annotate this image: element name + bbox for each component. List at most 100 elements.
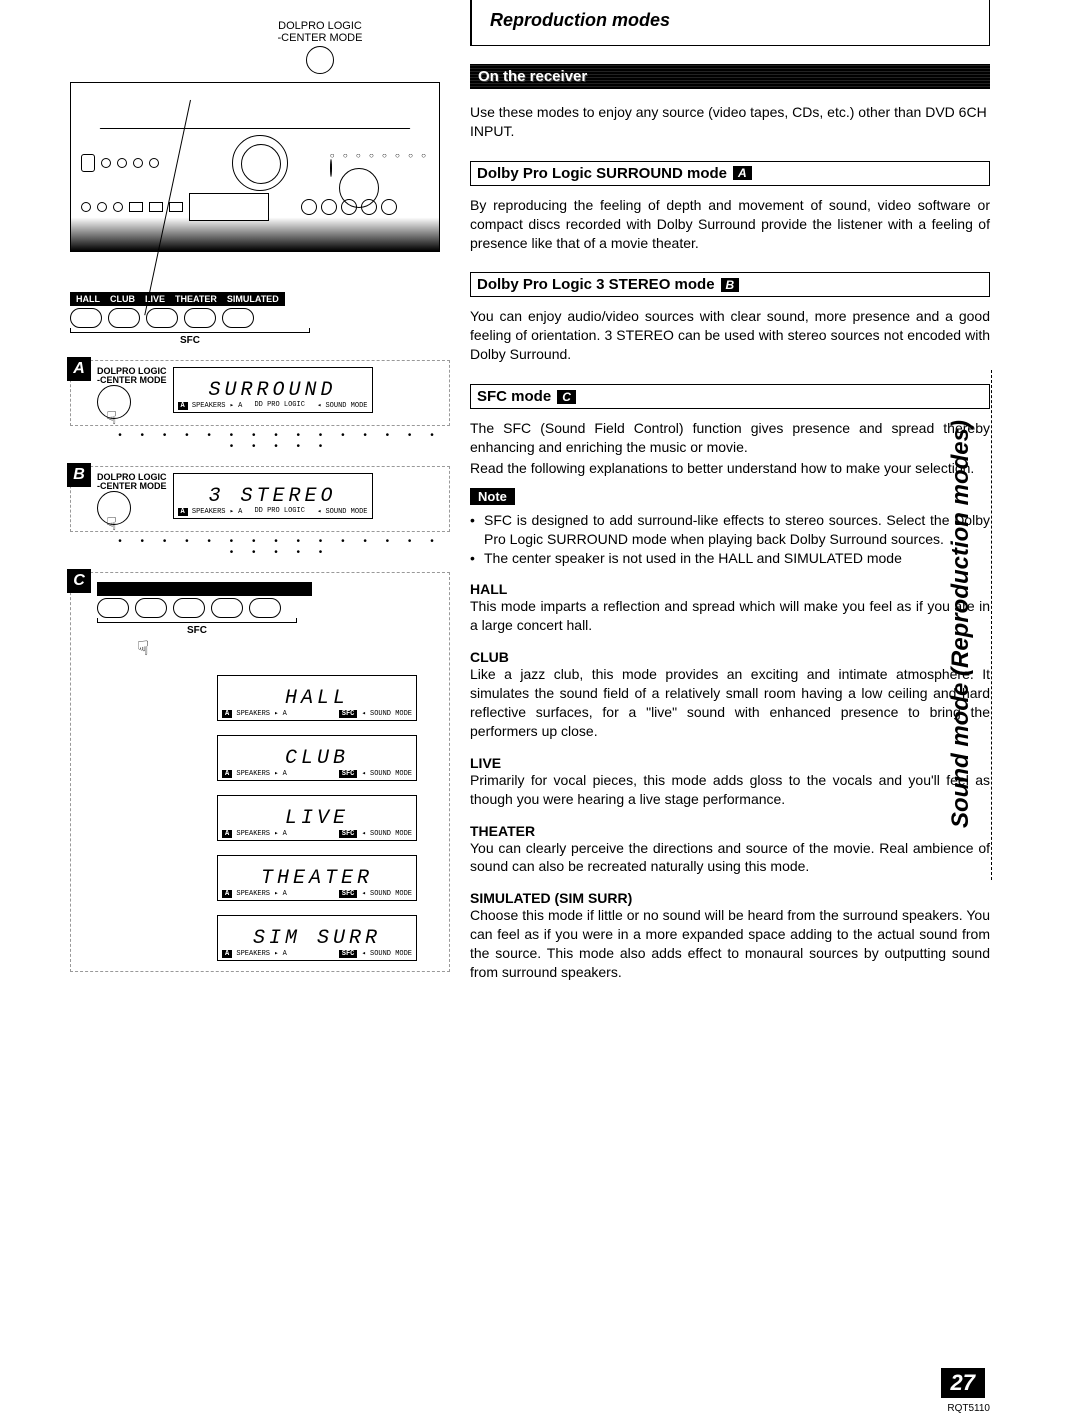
submode-heading: HALL: [470, 581, 990, 597]
lcd-display: THEATERA SPEAKERS ▸ ASFC ◂ SOUND MODE: [217, 855, 417, 901]
selector-dial-icon: [232, 135, 288, 191]
page-title: Reproduction modes: [470, 0, 990, 46]
lcd-display: CLUBA SPEAKERS ▸ ASFC ◂ SOUND MODE: [217, 735, 417, 781]
side-tab-text: Sound mode (Reproduction modes): [947, 414, 975, 834]
lcd-text: LIVE: [285, 807, 349, 830]
panel-tag-c: C: [67, 569, 91, 593]
lcd-sub-tag: SFC ◂ SOUND MODE: [339, 949, 412, 958]
note-item: SFC is designed to add surround-like eff…: [470, 511, 990, 549]
sfc-bracket-label: SFC: [70, 332, 310, 346]
sfc-button-strip: HALL CLUB LIVE THEATER SIMULATED SFC: [70, 292, 450, 346]
mode-a-body: By reproducing the feeling of depth and …: [470, 196, 990, 253]
slot-icon: [129, 202, 143, 212]
submode-body: Like a jazz club, this mode provides an …: [470, 665, 990, 741]
jack-icon: [113, 202, 123, 212]
lcd-sub-mid: DD PRO LOGIC: [254, 507, 304, 516]
top-label-line1: DOLPRO LOGIC: [190, 20, 450, 32]
lcd-sub-left: A SPEAKERS ▸ A: [222, 949, 287, 958]
center-mode-knob-icon: [306, 46, 334, 74]
sfc-btn-label: THEATER: [175, 294, 217, 304]
lcd-sub-left: A SPEAKERS ▸ A: [222, 889, 287, 898]
oval-button-icon: [108, 308, 140, 328]
lcd-sub-left: A SPEAKERS ▸ A: [222, 829, 287, 838]
panel-tag-b: B: [67, 463, 91, 487]
jack-icon: [97, 202, 107, 212]
oval-button-icon: [70, 308, 102, 328]
lcd-icon: [189, 193, 269, 221]
receiver-illustration: ○ ○ ○ ○ ○ ○ ○ ○: [70, 82, 440, 252]
receiver-bar-text: On the receiver: [478, 68, 587, 85]
oval-button-icon: [135, 598, 167, 618]
lcd-sub-mid: DD PRO LOGIC: [254, 401, 304, 410]
sfc-btn-label: HALL: [76, 294, 100, 304]
chip-c: C: [557, 390, 576, 404]
lcd-sub-left: A SPEAKERS ▸ A: [222, 709, 287, 718]
receiver-bar: On the receiver: [470, 64, 990, 89]
intro-text: Use these modes to enjoy any source (vid…: [470, 103, 990, 141]
lcd-sub-left: A SPEAKERS ▸ A: [222, 769, 287, 778]
power-button-icon: [81, 154, 95, 172]
sfc-btn-label: CLUB: [137, 584, 162, 594]
lcd-display: LIVEA SPEAKERS ▸ A SFC ◂ SOUND MODE: [217, 795, 417, 841]
mode-c-heading: SFC mode C: [470, 384, 990, 409]
note-item: The center speaker is not used in the HA…: [470, 549, 990, 568]
separator-dots-icon: • • • • • • • • • • • • • • • • • • • •: [110, 430, 450, 452]
separator-dots-icon: • • • • • • • • • • • • • • • • • • • •: [110, 536, 450, 558]
lcd-sub-tag: SFC ◂ SOUND MODE: [339, 769, 412, 778]
submode-body: Choose this mode if little or no sound w…: [470, 906, 990, 982]
lcd-sub-right: ◂ SOUND MODE: [317, 507, 367, 516]
jack-icon: [101, 158, 111, 168]
page-number: 27: [941, 1368, 985, 1398]
mode-b-heading: Dolby Pro Logic 3 STEREO mode B: [470, 272, 990, 297]
notes-list: SFC is designed to add surround-like eff…: [470, 511, 990, 568]
mode-a-heading-text: Dolby Pro Logic SURROUND mode: [477, 165, 727, 182]
oval-button-icon: [97, 598, 129, 618]
top-mode-label: DOLPRO LOGIC -CENTER MODE: [190, 20, 450, 74]
hand-icon: ☟: [106, 408, 117, 429]
doc-id: RQT5110: [947, 1403, 990, 1414]
sfc-strip-c: HALL CLUB LIVE THEATER SIMULATED: [97, 582, 312, 596]
note-chip: Note: [470, 488, 515, 505]
mode-b-heading-text: Dolby Pro Logic 3 STEREO mode: [477, 276, 715, 293]
side-tab: Sound mode (Reproduction modes): [942, 370, 992, 880]
left-column: DOLPRO LOGIC -CENTER MODE ○ ○ ○ ○ ○ ○ ○ …: [0, 0, 460, 1416]
lcd-display: SURROUND A SPEAKERS ▸ A DD PRO LOGIC ◂ S…: [173, 367, 373, 413]
lcd-sub-tag: SFC ◂ SOUND MODE: [339, 709, 412, 718]
sfc-btn-label: HALL: [103, 584, 127, 594]
submode-heading: SIMULATED (SIM SURR): [470, 890, 990, 906]
lcd-text: HALL: [285, 687, 349, 710]
sfc-btn-label: CLUB: [110, 294, 135, 304]
mode-c-body2: Read the following explanations to bette…: [470, 459, 990, 478]
panel-b: B DOLPRO LOGIC -CENTER MODE ☟ 3 STEREO A…: [70, 466, 450, 532]
submode-body: You can clearly perceive the directions …: [470, 839, 990, 877]
mode-c-heading-text: SFC mode: [477, 388, 551, 405]
oval-button-icon: [146, 308, 178, 328]
top-label-line2: -CENTER MODE: [190, 32, 450, 44]
button-row-icon: [301, 199, 397, 215]
slot-icon: [149, 202, 163, 212]
lcd-display: 3 STEREO A SPEAKERS ▸ A DD PRO LOGIC ◂ S…: [173, 473, 373, 519]
indicator-dots-icon: ○ ○ ○ ○ ○ ○ ○ ○: [330, 151, 429, 160]
lcd-sub-left: A SPEAKERS ▸ A: [178, 507, 243, 516]
sfc-btn-label: THEATER: [202, 584, 244, 594]
panel-tag-a: A: [67, 357, 91, 381]
panel-c: C HALL CLUB LIVE THEATER SIMULATED SFC: [70, 572, 450, 972]
oval-button-icon: [249, 598, 281, 618]
lcd-sub-left: A SPEAKERS ▸ A: [178, 401, 243, 410]
submode-heading: CLUB: [470, 649, 990, 665]
jack-icon: [117, 158, 127, 168]
submode-heading: LIVE: [470, 755, 990, 771]
lcd-text: 3 STEREO: [208, 485, 336, 508]
jack-icon: [133, 158, 143, 168]
sfc-btn-label: SIMULATED: [254, 584, 306, 594]
panel-a: A DOLPRO LOGIC -CENTER MODE ☟ SURROUND A…: [70, 360, 450, 426]
knob-hand-icon: ☟: [97, 385, 131, 419]
mode-b-body: You can enjoy audio/video sources with c…: [470, 307, 990, 364]
slot-icon: [169, 202, 183, 212]
lcd-text: SIM SURR: [253, 927, 381, 950]
jack-icon: [81, 202, 91, 212]
lcd-sub-tag: SFC ◂ SOUND MODE: [339, 829, 412, 838]
chip-a: A: [733, 166, 752, 180]
panel-a-label2: -CENTER MODE: [97, 376, 167, 385]
lcd-display: SIM SURRA SPEAKERS ▸ A SFC ◂ SOUND MODE: [217, 915, 417, 961]
